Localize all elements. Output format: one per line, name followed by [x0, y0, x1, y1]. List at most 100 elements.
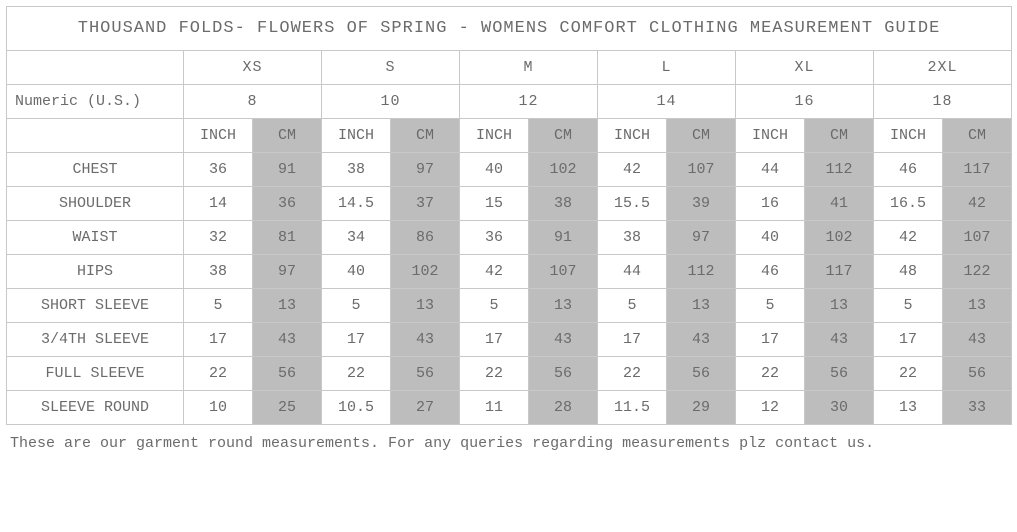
value-cm: 91 [529, 221, 598, 255]
measurement-label: HIPS [7, 255, 184, 289]
value-inch: 40 [736, 221, 805, 255]
unit-inch: INCH [460, 119, 529, 153]
value-cm: 41 [805, 187, 874, 221]
size-header: M [460, 51, 598, 85]
value-cm: 29 [667, 391, 736, 425]
value-cm: 13 [805, 289, 874, 323]
numeric-size: 12 [460, 85, 598, 119]
value-inch: 46 [874, 153, 943, 187]
measurement-row: SHORT SLEEVE513513513513513513 [7, 289, 1012, 323]
unit-cm: CM [253, 119, 322, 153]
measurement-row: WAIST32813486369138974010242107 [7, 221, 1012, 255]
value-inch: 22 [322, 357, 391, 391]
title-row: THOUSAND FOLDS- FLOWERS OF SPRING - WOME… [7, 7, 1012, 51]
value-cm: 13 [943, 289, 1012, 323]
value-cm: 28 [529, 391, 598, 425]
measurement-row: 3/4TH SLEEVE174317431743174317431743 [7, 323, 1012, 357]
value-cm: 107 [529, 255, 598, 289]
value-inch: 11.5 [598, 391, 667, 425]
numeric-size: 8 [184, 85, 322, 119]
value-inch: 5 [598, 289, 667, 323]
value-cm: 117 [943, 153, 1012, 187]
value-cm: 112 [805, 153, 874, 187]
value-inch: 11 [460, 391, 529, 425]
value-cm: 107 [943, 221, 1012, 255]
unit-inch: INCH [598, 119, 667, 153]
size-header: L [598, 51, 736, 85]
value-inch: 13 [874, 391, 943, 425]
value-inch: 15 [460, 187, 529, 221]
value-inch: 17 [184, 323, 253, 357]
value-inch: 36 [460, 221, 529, 255]
value-cm: 25 [253, 391, 322, 425]
value-inch: 12 [736, 391, 805, 425]
size-header: 2XL [874, 51, 1012, 85]
measurement-row: SLEEVE ROUND102510.527112811.52912301333 [7, 391, 1012, 425]
value-inch: 17 [874, 323, 943, 357]
value-inch: 17 [322, 323, 391, 357]
measurement-row: CHEST3691389740102421074411246117 [7, 153, 1012, 187]
size-row-blank [7, 51, 184, 85]
value-inch: 34 [322, 221, 391, 255]
value-cm: 81 [253, 221, 322, 255]
measurement-label: SHOULDER [7, 187, 184, 221]
value-inch: 40 [460, 153, 529, 187]
value-cm: 102 [391, 255, 460, 289]
value-cm: 86 [391, 221, 460, 255]
measurement-row: HIPS38974010242107441124611748122 [7, 255, 1012, 289]
unit-cm: CM [943, 119, 1012, 153]
value-inch: 38 [322, 153, 391, 187]
numeric-size: 10 [322, 85, 460, 119]
measurement-body: CHEST3691389740102421074411246117SHOULDE… [7, 153, 1012, 425]
value-cm: 43 [805, 323, 874, 357]
value-cm: 56 [667, 357, 736, 391]
value-cm: 30 [805, 391, 874, 425]
value-cm: 37 [391, 187, 460, 221]
value-inch: 10 [184, 391, 253, 425]
unit-inch: INCH [874, 119, 943, 153]
measurement-label: SLEEVE ROUND [7, 391, 184, 425]
unit-inch: INCH [736, 119, 805, 153]
measurement-row: SHOULDER143614.537153815.539164116.542 [7, 187, 1012, 221]
numeric-size: 16 [736, 85, 874, 119]
value-cm: 56 [529, 357, 598, 391]
footer-note: These are our garment round measurements… [6, 425, 1017, 456]
measurement-table: THOUSAND FOLDS- FLOWERS OF SPRING - WOME… [6, 6, 1012, 425]
value-cm: 102 [805, 221, 874, 255]
value-cm: 27 [391, 391, 460, 425]
numeric-size: 18 [874, 85, 1012, 119]
value-inch: 17 [460, 323, 529, 357]
size-header: XL [736, 51, 874, 85]
measurement-label: SHORT SLEEVE [7, 289, 184, 323]
value-inch: 42 [874, 221, 943, 255]
value-inch: 5 [184, 289, 253, 323]
value-cm: 102 [529, 153, 598, 187]
value-cm: 56 [391, 357, 460, 391]
value-inch: 5 [460, 289, 529, 323]
value-inch: 48 [874, 255, 943, 289]
value-cm: 56 [805, 357, 874, 391]
value-inch: 42 [598, 153, 667, 187]
value-cm: 13 [253, 289, 322, 323]
value-inch: 44 [736, 153, 805, 187]
value-inch: 22 [736, 357, 805, 391]
value-cm: 97 [667, 221, 736, 255]
value-inch: 38 [598, 221, 667, 255]
value-inch: 10.5 [322, 391, 391, 425]
measurement-label: WAIST [7, 221, 184, 255]
value-inch: 22 [598, 357, 667, 391]
value-cm: 112 [667, 255, 736, 289]
measurement-label: FULL SLEEVE [7, 357, 184, 391]
unit-row-blank [7, 119, 184, 153]
value-inch: 17 [598, 323, 667, 357]
value-inch: 5 [736, 289, 805, 323]
value-inch: 22 [874, 357, 943, 391]
value-cm: 13 [391, 289, 460, 323]
value-cm: 43 [943, 323, 1012, 357]
unit-cm: CM [391, 119, 460, 153]
value-cm: 56 [253, 357, 322, 391]
value-inch: 16 [736, 187, 805, 221]
unit-inch: INCH [184, 119, 253, 153]
unit-row: INCHCM INCHCM INCHCM INCHCM INCHCM INCHC… [7, 119, 1012, 153]
value-inch: 14 [184, 187, 253, 221]
